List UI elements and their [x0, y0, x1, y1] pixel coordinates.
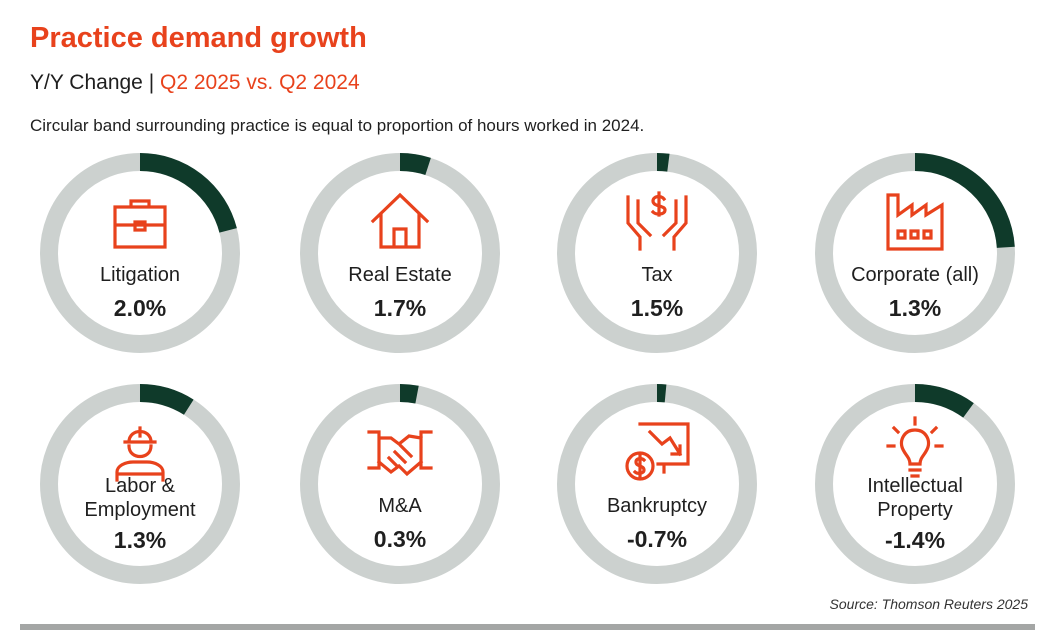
practice-card-ip: Intellectual Property -1.4% — [815, 384, 1015, 584]
lightbulb-icon — [886, 416, 944, 478]
share-ring — [40, 153, 240, 353]
growth-value: 1.7% — [373, 295, 427, 321]
growth-value: -1.4% — [884, 527, 946, 553]
practice-card-litigation: Litigation 2.0% — [40, 153, 240, 353]
practice-card-ma: M&A 0.3% — [300, 384, 500, 584]
practice-label: Bankruptcy — [606, 495, 708, 517]
worker-icon — [115, 426, 165, 482]
chart-note: Circular band surrounding practice is eq… — [30, 116, 645, 135]
share-band-ip — [914, 384, 974, 418]
practice-label: Tax — [641, 264, 673, 286]
practice-label: Real Estate — [348, 264, 452, 286]
share-band-real-estate — [399, 153, 431, 176]
source-note: Source: Thomson Reuters 2025 — [829, 596, 1028, 612]
growth-value: 2.0% — [113, 295, 167, 321]
share-ring — [557, 153, 757, 353]
subtitle-prefix: Y/Y Change | — [30, 71, 155, 94]
factory-icon — [886, 193, 944, 251]
growth-value: 1.5% — [630, 295, 684, 321]
practice-label: Intellectual Property — [867, 475, 963, 521]
growth-value: -0.7% — [626, 526, 688, 552]
growth-value: 1.3% — [113, 527, 167, 553]
share-ring — [815, 384, 1015, 584]
share-band-tax — [656, 153, 670, 172]
handshake-icon — [367, 430, 433, 477]
house-icon — [370, 192, 430, 249]
practice-card-labor: Labor & Employment 1.3% — [40, 384, 240, 584]
declining-chart-dollar-icon — [625, 422, 690, 481]
share-band-ma — [399, 384, 419, 404]
share-ring — [40, 384, 240, 584]
practice-label: Labor & Employment — [84, 475, 196, 521]
share-ring — [300, 153, 500, 353]
subtitle: Y/Y Change | Q2 2025 vs. Q2 2024 — [30, 71, 360, 95]
briefcase-icon — [113, 199, 167, 249]
practice-card-corporate: Corporate (all) 1.3% — [815, 153, 1015, 353]
practice-card-tax: Tax 1.5% — [557, 153, 757, 353]
practice-label: Corporate (all) — [851, 264, 979, 286]
page-title: Practice demand growth — [30, 22, 367, 54]
hands-dollar-icon — [626, 191, 688, 251]
share-band-labor — [139, 384, 194, 415]
practice-card-real-estate: Real Estate 1.7% — [300, 153, 500, 353]
practice-card-bankruptcy: Bankruptcy -0.7% — [557, 384, 757, 584]
bottom-divider — [20, 624, 1035, 630]
share-band-litigation — [139, 153, 237, 233]
subtitle-period: Q2 2025 vs. Q2 2024 — [160, 71, 360, 94]
growth-value: 1.3% — [888, 295, 942, 321]
growth-value: 0.3% — [373, 526, 427, 552]
share-ring — [300, 384, 500, 584]
share-ring — [815, 153, 1015, 353]
practice-label: Litigation — [99, 264, 181, 286]
share-ring — [557, 384, 757, 584]
practice-label: M&A — [378, 495, 422, 517]
share-band-corporate — [914, 153, 1015, 249]
